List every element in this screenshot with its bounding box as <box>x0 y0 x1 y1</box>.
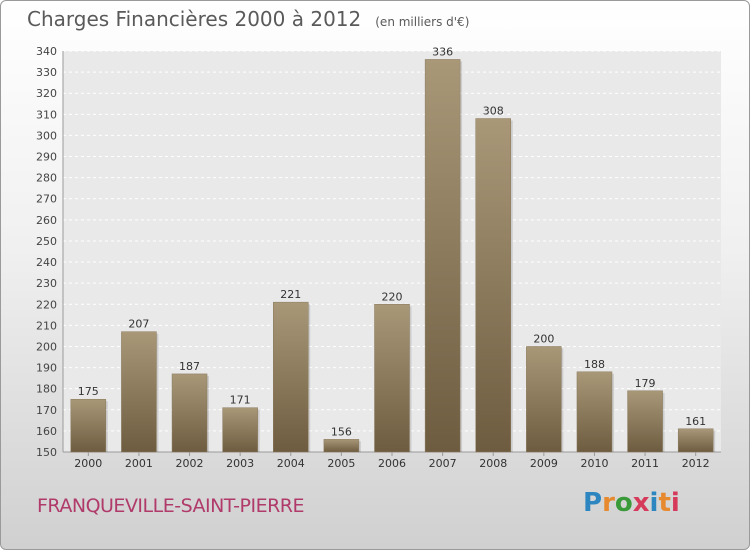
chart-title: Charges Financières 2000 à 2012 (en milli… <box>27 7 469 31</box>
x-tick-label: 2005 <box>327 457 355 470</box>
logo-letter: o <box>614 488 633 518</box>
y-tick-label: 290 <box>36 151 57 164</box>
x-tick-label: 2012 <box>682 457 710 470</box>
proxiti-logo: Proxiti <box>583 488 680 518</box>
data-label: 336 <box>432 45 453 58</box>
data-label: 221 <box>280 288 301 301</box>
data-label: 220 <box>382 290 403 303</box>
x-tick-label: 2001 <box>125 457 153 470</box>
y-tick-label: 200 <box>36 340 57 353</box>
y-tick-label: 230 <box>36 277 57 290</box>
x-tick-label: 2003 <box>226 457 254 470</box>
y-tick-label: 190 <box>36 362 57 375</box>
data-label: 179 <box>635 377 656 390</box>
y-tick-label: 250 <box>36 235 57 248</box>
bar <box>475 118 511 453</box>
logo-letter: x <box>632 488 650 518</box>
commune-name: FRANQUEVILLE-SAINT-PIERRE <box>37 495 305 517</box>
bar <box>424 59 461 453</box>
data-label: 171 <box>230 394 251 407</box>
y-tick-label: 180 <box>36 383 57 396</box>
y-tick-label: 170 <box>36 404 57 417</box>
bar <box>576 371 613 453</box>
y-tick-label: 260 <box>36 214 57 227</box>
data-label: 207 <box>128 318 149 331</box>
x-tick-label: 2009 <box>530 457 558 470</box>
y-tick-label: 330 <box>36 66 57 79</box>
data-label: 308 <box>483 105 504 118</box>
logo-letter: r <box>602 488 615 518</box>
bar <box>677 428 714 453</box>
y-tick-label: 160 <box>36 425 57 438</box>
y-tick-label: 300 <box>36 129 57 142</box>
x-tick-label: 2000 <box>74 457 102 470</box>
bar <box>526 346 562 453</box>
y-tick-label: 210 <box>36 319 57 332</box>
logo-letter: i <box>670 488 680 518</box>
y-tick-label: 340 <box>36 45 57 58</box>
x-tick-label: 2010 <box>580 457 608 470</box>
bar <box>323 439 360 453</box>
y-tick-label: 280 <box>36 172 57 185</box>
data-label: 175 <box>78 385 99 398</box>
y-tick-label: 310 <box>36 108 57 121</box>
y-tick-label: 270 <box>36 193 57 206</box>
bar <box>70 398 107 453</box>
bar <box>222 407 258 453</box>
data-label: 156 <box>331 425 352 438</box>
logo-letter: t <box>658 488 671 518</box>
data-label: 187 <box>179 360 200 373</box>
x-tick-label: 2006 <box>378 457 406 470</box>
logo-letter: i <box>649 488 659 518</box>
x-tick-label: 2008 <box>479 457 507 470</box>
y-tick-label: 320 <box>36 87 57 100</box>
data-label: 161 <box>685 415 706 428</box>
x-tick-label: 2007 <box>429 457 457 470</box>
x-tick-label: 2011 <box>631 457 659 470</box>
y-tick-label: 220 <box>36 298 57 311</box>
x-tick-label: 2002 <box>176 457 204 470</box>
chart-subtitle: (en milliers d'€) <box>375 15 470 29</box>
y-tick-label: 150 <box>36 446 57 459</box>
logo-letter: P <box>583 488 603 518</box>
bar <box>374 304 410 453</box>
bar <box>171 373 208 453</box>
data-label: 188 <box>584 358 605 371</box>
bar <box>273 301 309 453</box>
y-tick-label: 240 <box>36 256 57 269</box>
data-label: 200 <box>533 332 554 345</box>
bar <box>121 331 157 453</box>
x-tick-label: 2004 <box>277 457 305 470</box>
bar <box>627 390 663 453</box>
chart-title-text: Charges Financières 2000 à 2012 <box>27 7 362 31</box>
